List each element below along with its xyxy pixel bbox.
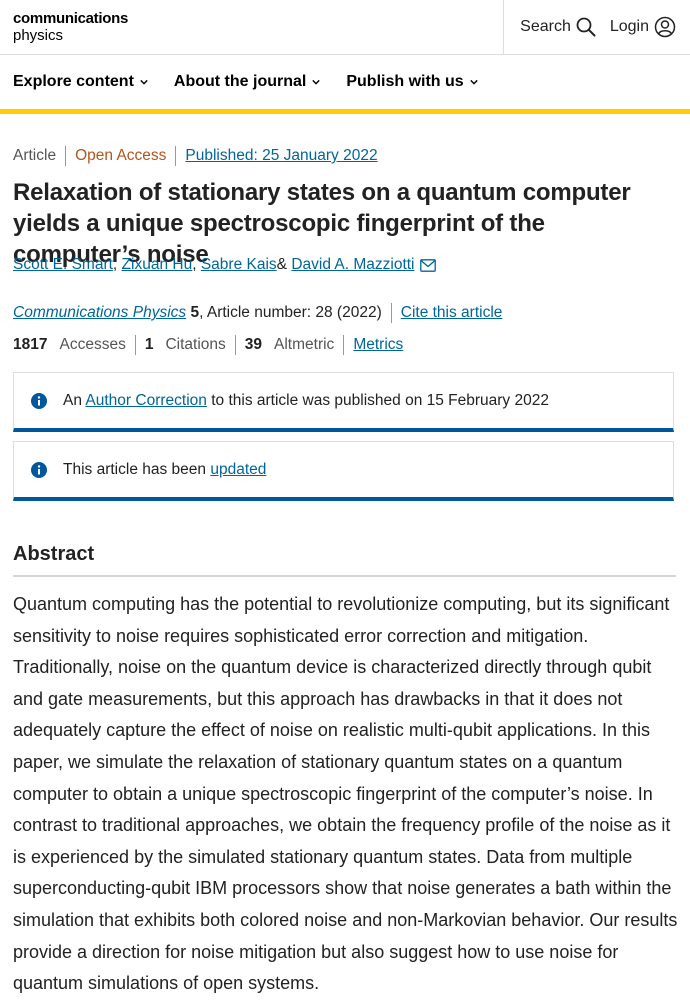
author-separator: & <box>276 256 287 273</box>
divider <box>234 335 236 355</box>
nav-label: About the journal <box>173 73 307 90</box>
accesses-label: Accesses <box>59 336 126 353</box>
metrics-link[interactable]: Metrics <box>353 336 404 353</box>
nav-publish-with-us[interactable]: Publish with us <box>346 73 478 91</box>
citation-line: Communications Physics 5 , Article numbe… <box>13 303 502 323</box>
citations-count: 1 <box>144 336 154 353</box>
altmetric-count: 39 <box>244 336 263 353</box>
volume: 5 <box>190 304 200 321</box>
header-tools: Search Login <box>503 0 690 54</box>
author-link[interactable]: Scott E. Smart <box>13 256 113 273</box>
article-updated-notice: This article has been updated <box>13 441 674 501</box>
chevron-down-icon <box>312 79 321 85</box>
info-icon <box>31 392 47 409</box>
divider <box>390 303 392 323</box>
article-metrics: 1817 Accesses 1 Citations 39 Altmetric M… <box>13 335 403 355</box>
author-separator: , <box>112 256 118 273</box>
author-list: Scott E. Smart, Zixuan Hu, Sabre Kais & … <box>13 256 436 274</box>
author-link[interactable]: David A. Mazziotti <box>291 256 415 273</box>
abstract-heading: Abstract <box>13 543 676 577</box>
nav-label: Publish with us <box>346 73 464 90</box>
notice-prefix: This article has been <box>63 460 207 478</box>
main-nav: Explore content About the journal Publis… <box>0 55 690 114</box>
author-correction-link[interactable]: Author Correction <box>85 391 207 409</box>
journal-link[interactable]: Communications Physics <box>13 304 187 321</box>
search-label: Search <box>520 18 571 35</box>
published-date-link[interactable]: Published: 25 January 2022 <box>185 147 378 164</box>
search-icon <box>576 17 596 37</box>
abstract-text: Quantum computing has the potential to r… <box>13 594 678 994</box>
login-button[interactable]: Login <box>610 16 676 38</box>
divider <box>175 146 177 166</box>
author-link[interactable]: Sabre Kais <box>200 256 277 273</box>
notice-prefix: An <box>63 391 82 409</box>
chevron-down-icon <box>140 79 148 85</box>
nav-label: Explore content <box>13 73 134 90</box>
user-icon <box>654 16 676 38</box>
login-label: Login <box>609 18 649 35</box>
article-type: Article <box>13 147 57 164</box>
notice-text: An Author Correction to this article was… <box>63 392 549 410</box>
journal-logo[interactable]: communications physics <box>13 10 128 44</box>
article-number: , Article number: 28 (2022) <box>199 304 382 321</box>
divider <box>343 335 345 355</box>
updated-link[interactable]: updated <box>210 460 267 478</box>
author-link[interactable]: Zixuan Hu <box>121 256 193 273</box>
author-separator: , <box>192 256 197 273</box>
notice-suffix: to this article was published on 15 Febr… <box>211 391 549 409</box>
open-access-label: Open Access <box>75 147 167 164</box>
chevron-down-icon <box>469 79 478 85</box>
info-icon <box>31 461 47 478</box>
notice-text: This article has been updated <box>63 461 266 479</box>
logo-line-2: physics <box>13 27 64 44</box>
article-title: Relaxation of stationary states on a qua… <box>13 179 631 268</box>
nav-explore-content[interactable]: Explore content <box>13 73 148 91</box>
envelope-icon[interactable] <box>419 258 436 272</box>
altmetric-label: Altmetric <box>274 336 335 353</box>
logo-line-1: communications <box>13 10 128 27</box>
nav-about-journal[interactable]: About the journal <box>173 73 321 91</box>
divider <box>134 335 136 355</box>
divider <box>65 146 67 166</box>
citations-label: Citations <box>165 336 226 353</box>
accesses-count: 1817 <box>13 336 48 353</box>
article-meta: Article Open Access Published: 25 Januar… <box>13 146 378 166</box>
cite-this-article-link[interactable]: Cite this article <box>400 304 503 321</box>
author-correction-notice: An Author Correction to this article was… <box>13 372 674 432</box>
site-header: communications physics Search Login <box>0 0 690 55</box>
search-button[interactable]: Search <box>520 17 596 37</box>
